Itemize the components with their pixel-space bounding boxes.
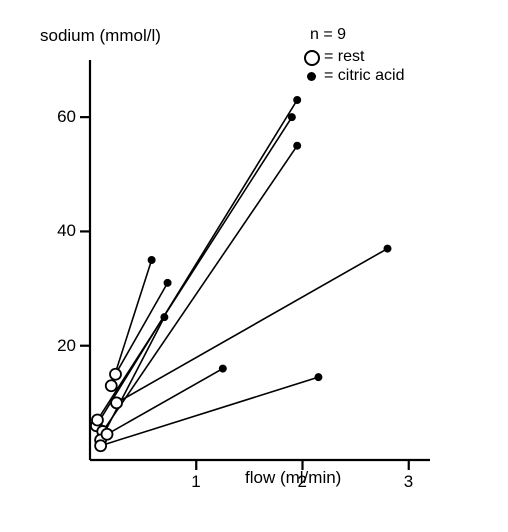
y-tick-label: 40 bbox=[57, 221, 76, 241]
legend-label-citric-acid: = citric acid bbox=[324, 67, 404, 85]
legend-marker-open-circle-icon bbox=[304, 50, 320, 66]
legend-label-rest: = rest bbox=[324, 48, 364, 66]
x-axis-title: flow (ml/min) bbox=[245, 468, 341, 488]
y-tick-label: 20 bbox=[57, 336, 76, 356]
y-axis-title: sodium (mmol/l) bbox=[40, 26, 161, 46]
scatter-chart: sodium (mmol/l) flow (ml/min) n = 9 = re… bbox=[0, 0, 508, 532]
x-tick-label: 3 bbox=[404, 472, 413, 492]
legend-n: n = 9 bbox=[310, 26, 346, 44]
x-tick-label: 2 bbox=[298, 472, 307, 492]
legend-marker-filled-circle-icon bbox=[307, 72, 316, 81]
x-tick-label: 1 bbox=[191, 472, 200, 492]
y-tick-label: 60 bbox=[57, 107, 76, 127]
chart-svg bbox=[0, 0, 508, 532]
